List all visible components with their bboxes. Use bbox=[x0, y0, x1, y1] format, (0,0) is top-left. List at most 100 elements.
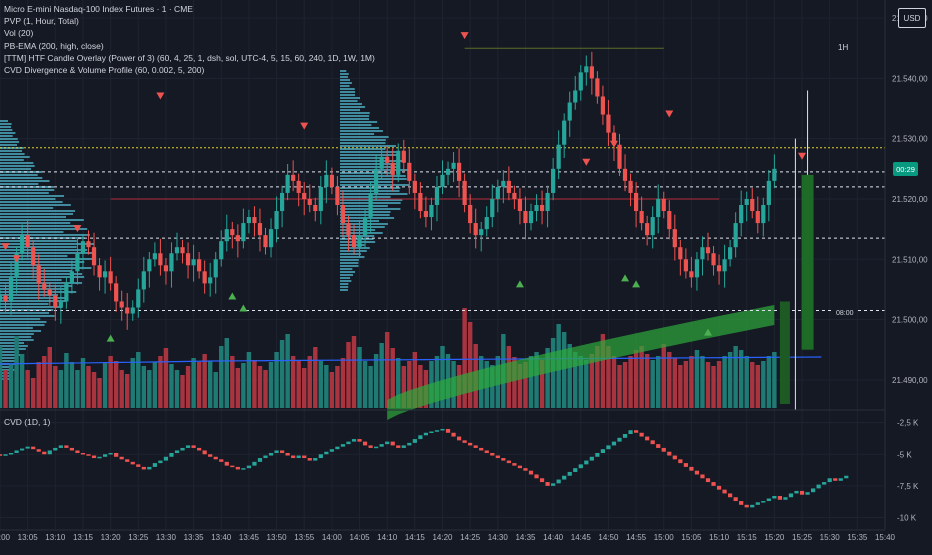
volume-bar bbox=[25, 370, 30, 408]
legend-indicator-vol[interactable]: Vol (20) bbox=[4, 28, 34, 39]
legend-indicator-ttm[interactable]: [TTM] HTF Candle Overlay (Power of 3) (6… bbox=[4, 52, 375, 63]
volume-bar bbox=[58, 370, 64, 408]
cvd-candle bbox=[728, 493, 733, 498]
candle-body bbox=[733, 223, 738, 248]
candle-body bbox=[556, 144, 561, 169]
volume-bar bbox=[196, 362, 202, 408]
volume-bar bbox=[158, 356, 163, 408]
x-tick-label: 14:50 bbox=[598, 533, 619, 542]
profile-bar bbox=[0, 162, 34, 164]
cvd-candle bbox=[396, 445, 401, 448]
legend-symbol-title[interactable]: Micro E-mini Nasdaq-100 Index Futures · … bbox=[4, 4, 193, 14]
volume-bar bbox=[268, 362, 274, 408]
volume-bar bbox=[346, 342, 351, 408]
currency-button[interactable]: USD bbox=[898, 8, 926, 28]
cvd-candle bbox=[429, 431, 434, 433]
cvd-candle bbox=[711, 482, 716, 486]
candle-body bbox=[169, 253, 174, 272]
profile-bar bbox=[0, 303, 49, 305]
volume-bar bbox=[235, 368, 241, 408]
volume-bar bbox=[644, 354, 650, 408]
volume-bar bbox=[606, 346, 611, 408]
candle-body bbox=[279, 192, 285, 212]
profile-bar bbox=[0, 351, 20, 353]
cvd-candle bbox=[694, 470, 700, 475]
buy-signal-arrow bbox=[106, 334, 115, 342]
cvd-candle bbox=[351, 439, 357, 442]
candle-body bbox=[633, 192, 639, 212]
cvd-candle bbox=[346, 441, 351, 445]
profile-bar bbox=[0, 129, 13, 131]
candle-body bbox=[296, 180, 301, 193]
cvd-candle bbox=[141, 466, 146, 470]
profile-bar bbox=[0, 297, 67, 299]
cvd-candle bbox=[539, 478, 545, 483]
cvd-candle bbox=[556, 479, 561, 484]
candle-body bbox=[711, 253, 716, 266]
candle-body bbox=[407, 162, 412, 181]
profile-bar bbox=[0, 348, 26, 350]
x-tick-label: 15:20 bbox=[764, 533, 785, 542]
x-tick-label: 13:05 bbox=[18, 533, 39, 542]
profile-bar bbox=[340, 145, 396, 147]
candle-body bbox=[434, 186, 440, 205]
volume-bar bbox=[8, 363, 14, 408]
profile-bar bbox=[340, 151, 397, 153]
candle-body bbox=[8, 277, 14, 302]
cvd-candle bbox=[296, 455, 301, 459]
candle-body bbox=[42, 283, 47, 290]
profile-bar bbox=[340, 142, 386, 144]
profile-bar bbox=[340, 163, 399, 165]
cvd-candle bbox=[224, 461, 229, 466]
profile-bar bbox=[0, 150, 23, 152]
profile-bar bbox=[0, 204, 71, 206]
cvd-y-tick-label: -2,5 K bbox=[897, 419, 919, 428]
sell-signal-arrow bbox=[609, 140, 618, 148]
profile-bar bbox=[0, 132, 16, 134]
cvd-candle bbox=[567, 471, 572, 476]
cvd-candle bbox=[69, 447, 75, 451]
profile-bar bbox=[0, 315, 55, 317]
volume-bar bbox=[64, 353, 69, 408]
volume-bar bbox=[252, 360, 257, 408]
profile-bar bbox=[0, 345, 28, 347]
candle-body bbox=[274, 211, 279, 230]
volume-bar bbox=[351, 336, 357, 408]
profile-bar bbox=[340, 148, 386, 150]
cvd-candle bbox=[661, 447, 666, 452]
volume-bar bbox=[75, 370, 80, 408]
candle-body bbox=[667, 211, 672, 230]
x-tick-label: 15:25 bbox=[792, 533, 813, 542]
cvd-candle bbox=[512, 463, 517, 466]
volume-bar bbox=[47, 347, 52, 408]
cvd-candle bbox=[102, 454, 108, 457]
volume-bar bbox=[727, 352, 733, 408]
profile-bar bbox=[0, 321, 47, 323]
cvd-candle bbox=[340, 444, 346, 447]
cvd-pane-label[interactable]: CVD (1D, 1) bbox=[4, 417, 51, 427]
y-tick-label: 21.520,00 bbox=[892, 195, 928, 204]
profile-bar bbox=[340, 286, 349, 288]
profile-bar bbox=[340, 124, 372, 126]
cvd-candle bbox=[683, 463, 688, 467]
legend-indicator-ema[interactable]: PB-EMA (200, high, close) bbox=[4, 40, 104, 51]
volume-bar bbox=[705, 362, 711, 408]
cvd-y-tick-label: -10 K bbox=[897, 513, 917, 522]
cvd-candle bbox=[213, 456, 218, 460]
profile-bar bbox=[0, 324, 45, 326]
legend-indicator-cvd-divergence[interactable]: CVD Divergence & Volume Profile (60, 0.0… bbox=[4, 64, 205, 75]
volume-bar bbox=[185, 366, 191, 408]
candle-body bbox=[567, 102, 572, 121]
profile-bar bbox=[0, 306, 63, 308]
legend-indicator-pvp[interactable]: PVP (1, Hour, Total) bbox=[4, 16, 79, 27]
profile-bar bbox=[0, 213, 74, 215]
profile-bar bbox=[340, 235, 375, 237]
volume-bar bbox=[661, 344, 666, 408]
cvd-candle bbox=[440, 428, 445, 431]
candle-body bbox=[114, 283, 119, 302]
volume-bar bbox=[130, 358, 135, 408]
candle-body bbox=[539, 205, 545, 212]
x-tick-label: 14:00 bbox=[322, 533, 343, 542]
